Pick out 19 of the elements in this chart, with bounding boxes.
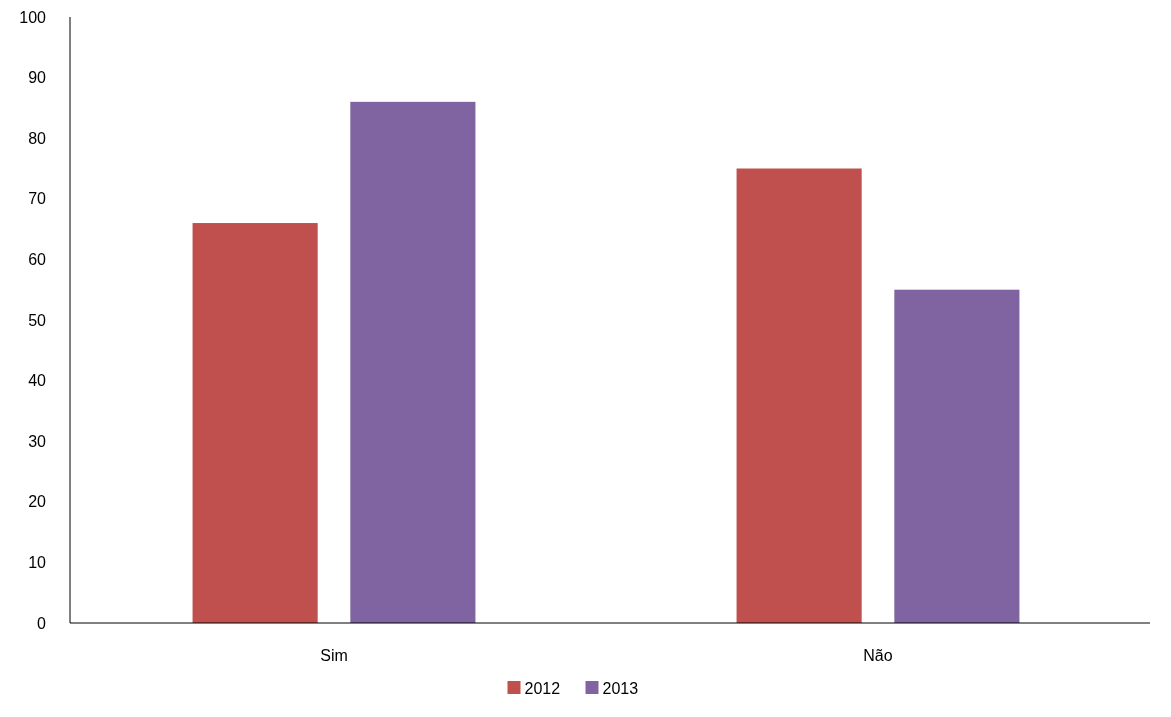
bar xyxy=(736,168,862,623)
y-tick-label: 80 xyxy=(28,129,47,147)
x-tick-label: Não xyxy=(863,647,893,664)
x-tick-label: Sim xyxy=(320,647,348,664)
y-tick-label: 60 xyxy=(28,251,47,268)
y-tick-label: 40 xyxy=(28,372,47,390)
legend-label: 2012 xyxy=(524,679,561,697)
legend-label: 2013 xyxy=(602,679,639,697)
y-tick-label: 10 xyxy=(28,554,47,571)
y-tick-label: 0 xyxy=(37,614,47,632)
y-tick-label: 90 xyxy=(28,69,47,87)
y-tick-label: 50 xyxy=(28,311,47,329)
y-tick-label: 20 xyxy=(28,493,47,511)
y-tick-label: 100 xyxy=(19,8,47,26)
bar xyxy=(894,289,1020,623)
bar xyxy=(192,223,318,623)
y-tick-label: 30 xyxy=(28,432,47,450)
y-tick-label: 70 xyxy=(28,190,47,208)
bar xyxy=(350,101,476,623)
